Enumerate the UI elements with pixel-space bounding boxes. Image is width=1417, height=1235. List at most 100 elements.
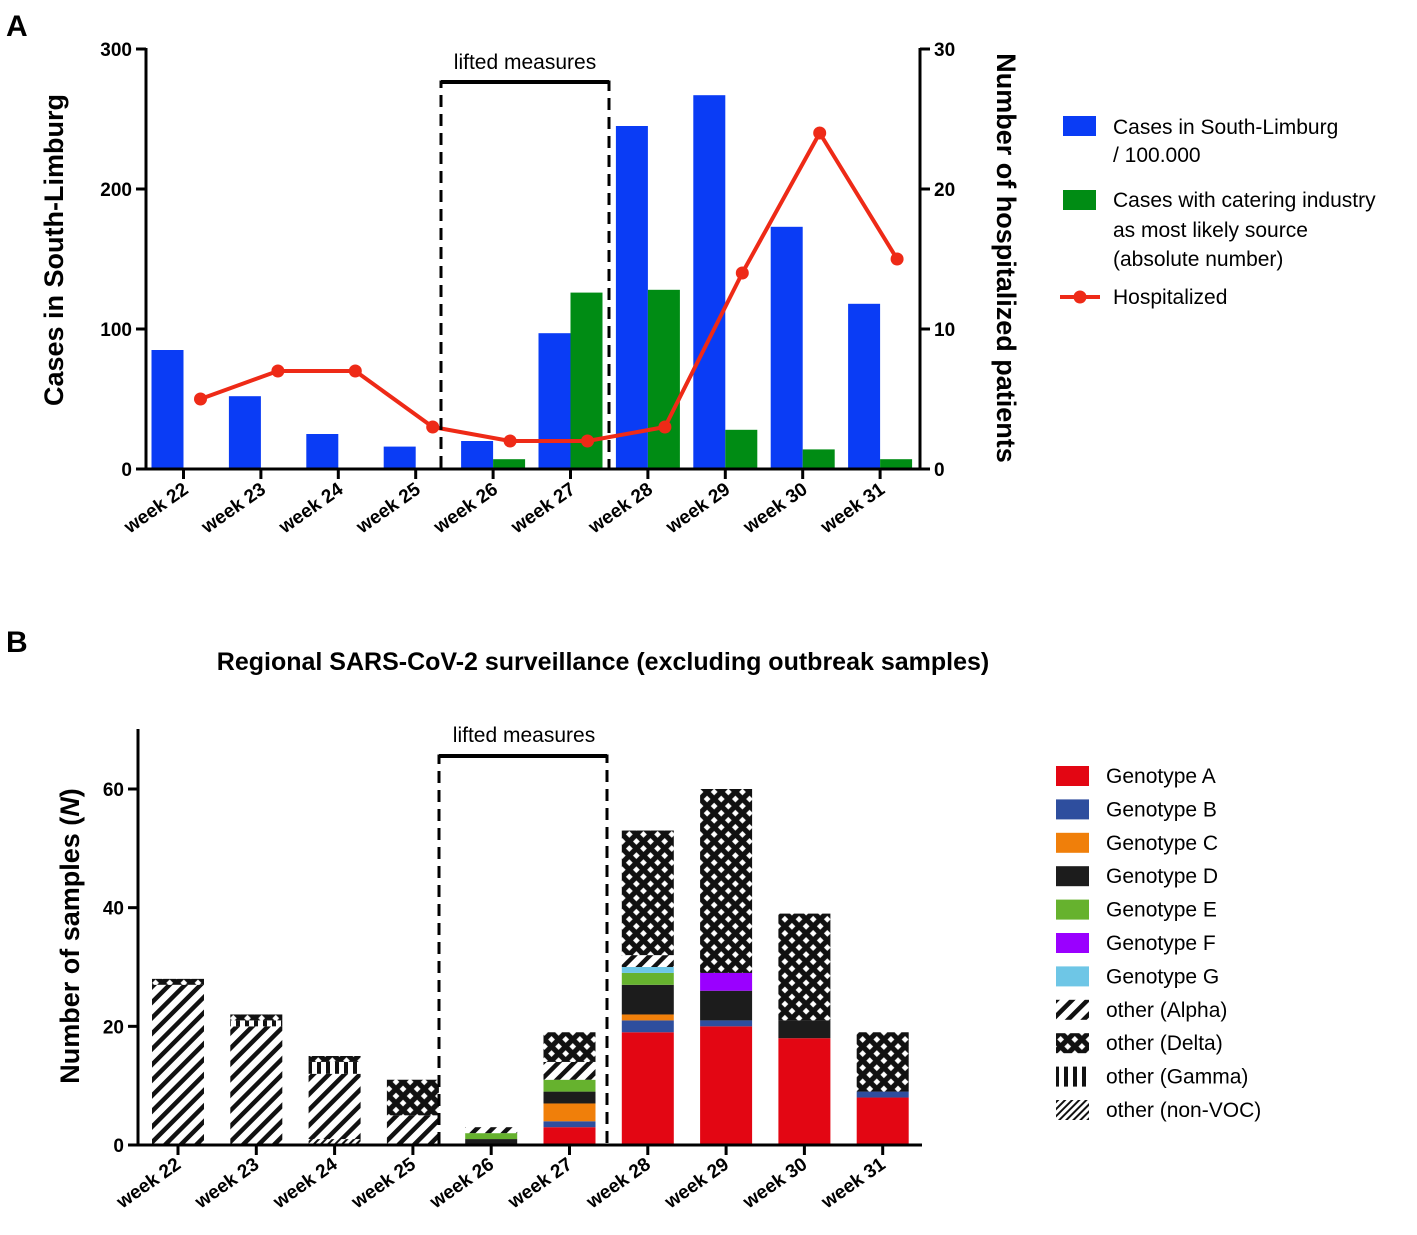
- panel-label-a: A: [6, 10, 28, 43]
- legend-swatch-other-alpha: [1056, 999, 1089, 1020]
- right-tick-label-30: 30: [934, 40, 955, 61]
- x-tick-label-b-week-30: week 30: [739, 1154, 812, 1214]
- bar-segment-week-26-genotype-e: [465, 1133, 518, 1140]
- y-axis-title-left: Cases in South-Limburg: [39, 94, 69, 406]
- legend-b: Genotype A Genotype B Genotype C Genotype D…: [1056, 765, 1261, 1122]
- legend-label-genotype-g: Genotype G: [1106, 965, 1219, 988]
- x-tick-label-a-week-23: week 23: [197, 479, 270, 539]
- bar-catering-week-29: [725, 429, 758, 469]
- x-tick-label-a-week-22: week 22: [120, 479, 193, 539]
- bar-catering-week-30: [802, 449, 835, 469]
- bar-segment-week-27-genotype-e: [543, 1079, 596, 1092]
- bar-catering-week-28: [647, 289, 680, 469]
- bar-segment-week-30-genotype-d: [778, 1020, 831, 1039]
- bar-cases-week-22: [151, 350, 184, 469]
- left-axis-ticks: 0 100 200 300: [100, 40, 146, 481]
- bar-cases-week-26: [461, 441, 494, 469]
- legend-swatch-genotype-e: [1056, 899, 1089, 920]
- bar-segment-week-24-other-alpha: [308, 1073, 361, 1140]
- x-tick-label-b-week-24: week 24: [269, 1154, 342, 1214]
- hospitalized-point-week-23: [271, 364, 285, 378]
- right-tick-label-10: 10: [934, 320, 955, 341]
- b-tick-label-60: 60: [103, 780, 124, 801]
- legend-swatch-catering: [1063, 190, 1096, 210]
- bar-segment-week-29-genotype-b: [700, 1020, 753, 1027]
- bar-segment-week-29-other-delta: [700, 789, 753, 973]
- bar-segment-week-27-genotype-a: [543, 1127, 596, 1145]
- chart-title-b: Regional SARS-CoV-2 surveillance (exclud…: [217, 648, 989, 676]
- lifted-measures-bracket-a: [439, 80, 611, 468]
- legend-label-genotype-c: Genotype C: [1106, 832, 1218, 855]
- bar-segment-week-24-other-delta: [308, 1056, 361, 1062]
- legend-label-catering-3: (absolute number): [1113, 248, 1283, 271]
- bar-segment-week-28-genotype-e: [621, 972, 674, 985]
- bar-segment-week-22-other-delta: [152, 978, 204, 985]
- y-axis-title-right: Number of hospitalized patients: [991, 53, 1021, 463]
- legend-label-genotype-a: Genotype A: [1106, 765, 1216, 788]
- lifted-measures-box-b: lifted measures: [437, 724, 609, 1144]
- hospitalized-point-week-30: [813, 126, 827, 140]
- x-tick-label-a-week-28: week 28: [584, 479, 657, 539]
- legend-swatch-genotype-c: [1056, 832, 1089, 853]
- legend-a: Cases in South-Limburg / 100.000 Cases w…: [1060, 116, 1376, 309]
- legend-label-catering-2: as most likely source: [1113, 219, 1308, 242]
- y-axis-title-b-part2: N: [55, 797, 85, 817]
- legend-swatch-genotype-g: [1056, 966, 1089, 987]
- legend-label-genotype-d: Genotype D: [1106, 865, 1218, 888]
- bar-cases-week-29: [693, 95, 726, 469]
- bar-cases-week-25: [383, 446, 416, 469]
- lifted-measures-bracket-b: [437, 754, 609, 1144]
- b-tick-label-0: 0: [113, 1136, 124, 1157]
- bar-segment-week-24-other-non-voc: [308, 1139, 361, 1145]
- x-tick-label-a-week-31: week 31: [816, 479, 889, 539]
- legend-swatch-hospitalized-marker: [1073, 290, 1087, 304]
- lifted-measures-label-b: lifted measures: [453, 724, 595, 747]
- bar-segment-week-28-genotype-b: [621, 1020, 674, 1033]
- legend-swatch-other-delta: [1056, 1033, 1089, 1054]
- y-axis-title-b-part1: Number of samples (: [55, 817, 85, 1084]
- x-tick-label-b-week-22: week 22: [112, 1154, 185, 1214]
- legend-swatch-genotype-b: [1056, 799, 1089, 820]
- x-tick-label-b-week-26: week 26: [425, 1154, 498, 1214]
- bar-segment-week-28-other-alpha: [621, 955, 674, 967]
- bar-segment-week-23-other-delta: [230, 1014, 283, 1021]
- x-tick-label-b-week-29: week 29: [660, 1154, 733, 1214]
- bar-segment-week-29-genotype-a: [700, 1026, 753, 1145]
- bar-cases-week-24: [306, 434, 339, 469]
- legend-swatch-other-non-voc: [1056, 1100, 1089, 1120]
- bar-segment-week-28-genotype-g: [621, 967, 674, 973]
- bar-segment-week-26-other-alpha: [465, 1127, 518, 1134]
- left-tick-label-100: 100: [100, 320, 132, 341]
- bar-segment-week-27-genotype-d: [543, 1091, 596, 1104]
- x-tick-label-a-week-30: week 30: [739, 479, 812, 539]
- hospitalized-point-week-29: [735, 266, 749, 280]
- bar-cases-week-23: [228, 396, 261, 469]
- bar-segment-week-30-other-delta: [778, 913, 831, 1021]
- legend-label-other-gamma: other (Gamma): [1106, 1066, 1248, 1089]
- legend-label-catering-1: Cases with catering industry: [1113, 189, 1376, 212]
- b-tick-label-20: 20: [103, 1017, 124, 1038]
- bar-cases-week-28: [615, 126, 648, 469]
- legend-label-cases-2: / 100.000: [1113, 144, 1201, 167]
- bar-segment-week-26-genotype-d: [465, 1139, 518, 1145]
- bar-segment-week-30-genotype-a: [778, 1038, 831, 1145]
- bar-segment-week-23-other-gamma: [230, 1020, 283, 1027]
- x-tick-label-b-week-31: week 31: [817, 1154, 890, 1214]
- left-tick-label-300: 300: [100, 40, 132, 61]
- x-tick-label-a-week-27: week 27: [507, 479, 580, 539]
- x-tick-label-a-week-26: week 26: [429, 479, 502, 539]
- legend-swatch-genotype-a: [1056, 766, 1089, 786]
- right-axis-ticks: 0 10 20 30: [920, 40, 955, 481]
- legend-label-other-delta: other (Delta): [1106, 1032, 1223, 1055]
- legend-label-other-alpha: other (Alpha): [1106, 999, 1227, 1022]
- bar-segment-week-27-genotype-c: [543, 1103, 596, 1122]
- bar-cases-week-30: [770, 226, 803, 469]
- y-axis-title-b-part3: ): [55, 788, 85, 797]
- x-tick-label-b-week-25: week 25: [347, 1154, 420, 1214]
- bar-cases-week-27: [538, 333, 571, 469]
- legend-label-genotype-e: Genotype E: [1106, 899, 1217, 922]
- left-tick-label-0: 0: [121, 460, 132, 481]
- bar-segment-week-29-genotype-d: [700, 990, 753, 1021]
